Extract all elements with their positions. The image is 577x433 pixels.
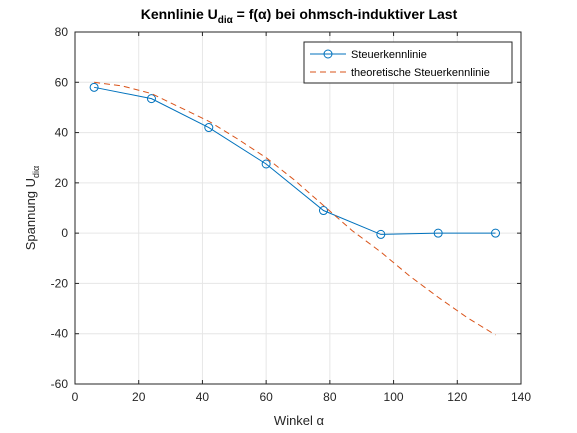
- x-tick-label-60: 60: [259, 390, 273, 404]
- x-tick-label-40: 40: [196, 390, 210, 404]
- x-tick-label-0: 0: [72, 390, 79, 404]
- x-tick-label-80: 80: [323, 390, 337, 404]
- x-tick-label-100: 100: [384, 390, 404, 404]
- x-tick-label-140: 140: [511, 390, 531, 404]
- x-tick-label-120: 120: [447, 390, 467, 404]
- x-tick-label-20: 20: [132, 390, 146, 404]
- chart-title-prefix: Kennlinie U: [141, 6, 218, 22]
- legend-label-steuerkennlinie: Steuerkennlinie: [351, 49, 427, 61]
- y-tick-label-80: 80: [55, 25, 69, 39]
- y-axis-label-prefix: Spannung U: [23, 178, 38, 250]
- y-axis-label-subscript: diα: [31, 166, 41, 178]
- legend: Steuerkennlinie theoretische Steuerkennl…: [304, 42, 512, 83]
- y-tick-label-0: 0: [61, 226, 68, 240]
- y-tick-label--20: -20: [51, 276, 69, 290]
- y-tick-label--60: -60: [51, 377, 69, 391]
- legend-label-theoretische-steuerkennlinie: theoretische Steuerkennlinie: [351, 67, 490, 79]
- y-tick-label--40: -40: [51, 327, 69, 341]
- y-tick-label-40: 40: [55, 126, 69, 140]
- chart-title-suffix: = f(α) bei ohmsch-induktiver Last: [233, 6, 458, 22]
- y-tick-label-20: 20: [55, 176, 69, 190]
- y-tick-label-60: 60: [55, 75, 69, 89]
- x-axis-label: Winkel α: [274, 413, 325, 428]
- chart-title-subscript: diα: [218, 15, 234, 26]
